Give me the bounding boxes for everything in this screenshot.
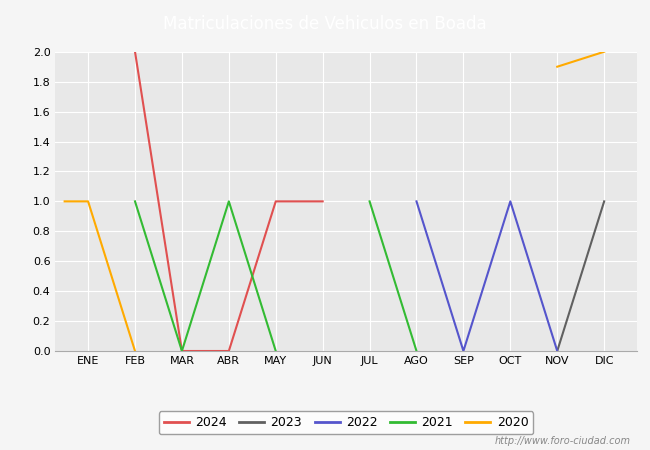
Legend: 2024, 2023, 2022, 2021, 2020: 2024, 2023, 2022, 2021, 2020: [159, 411, 534, 434]
Text: http://www.foro-ciudad.com: http://www.foro-ciudad.com: [495, 436, 630, 446]
Text: Matriculaciones de Vehiculos en Boada: Matriculaciones de Vehiculos en Boada: [163, 14, 487, 33]
